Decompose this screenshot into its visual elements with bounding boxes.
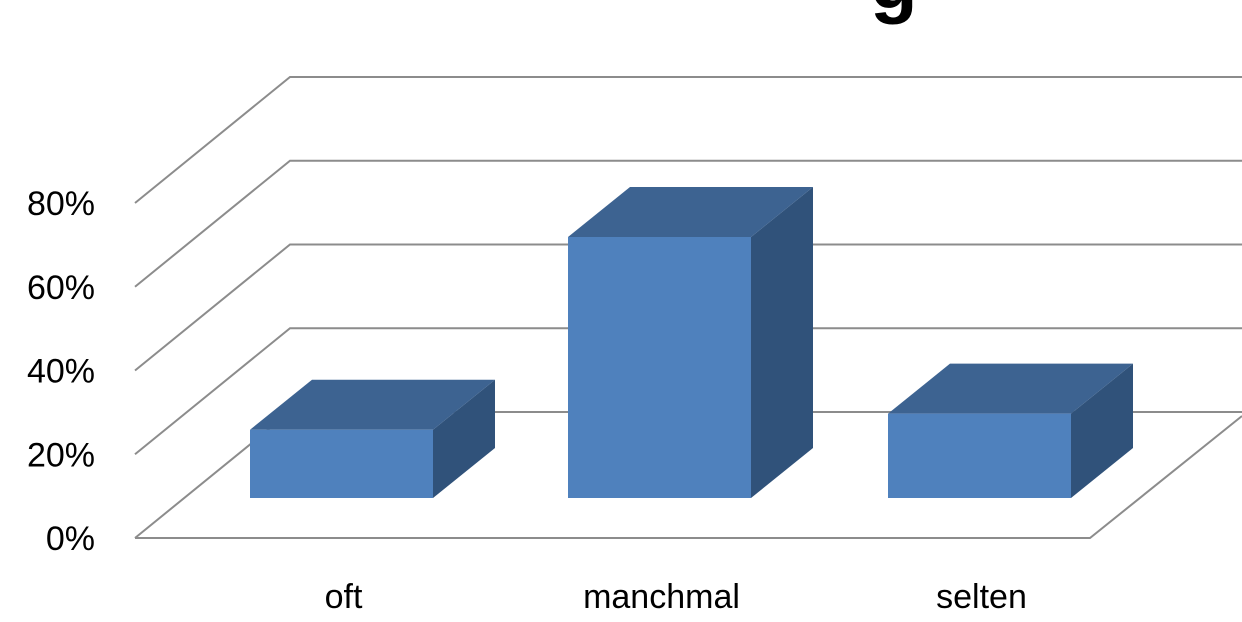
bar-front: [250, 429, 433, 498]
bar-top: [888, 363, 1133, 414]
chart-title-fragment: g: [870, 0, 918, 25]
gridlines: [134, 76, 1242, 539]
bar-top: [250, 379, 495, 430]
x-tick-label: manchmal: [583, 578, 740, 616]
y-axis-ticks: 0% 20% 40% 60% 80%: [27, 185, 95, 558]
y-tick-label: 20%: [27, 436, 95, 474]
y-tick-label: 60%: [27, 269, 95, 307]
y-tick-label: 80%: [27, 185, 95, 223]
gridline: [134, 159, 1242, 288]
bar-side: [751, 187, 813, 498]
x-axis-ticks: oft manchmal selten: [325, 578, 1027, 616]
x-tick-label: oft: [325, 578, 363, 616]
gridline: [134, 327, 1242, 456]
bar-manchmal: [568, 187, 813, 498]
bar-side: [1071, 363, 1133, 498]
bar-top: [568, 187, 813, 237]
bars: [250, 187, 1133, 498]
gridline: [134, 243, 1242, 372]
bar-side: [433, 379, 495, 498]
y-tick-label: 0%: [46, 520, 95, 558]
bar-front: [888, 413, 1071, 498]
bar-selten: [888, 363, 1133, 498]
y-tick-label: 40%: [27, 353, 95, 391]
bar-front: [568, 237, 751, 498]
gridline: [134, 76, 1242, 204]
x-tick-label: selten: [936, 578, 1027, 616]
chart-title: g: [870, 0, 918, 25]
bar-oft: [250, 379, 495, 498]
